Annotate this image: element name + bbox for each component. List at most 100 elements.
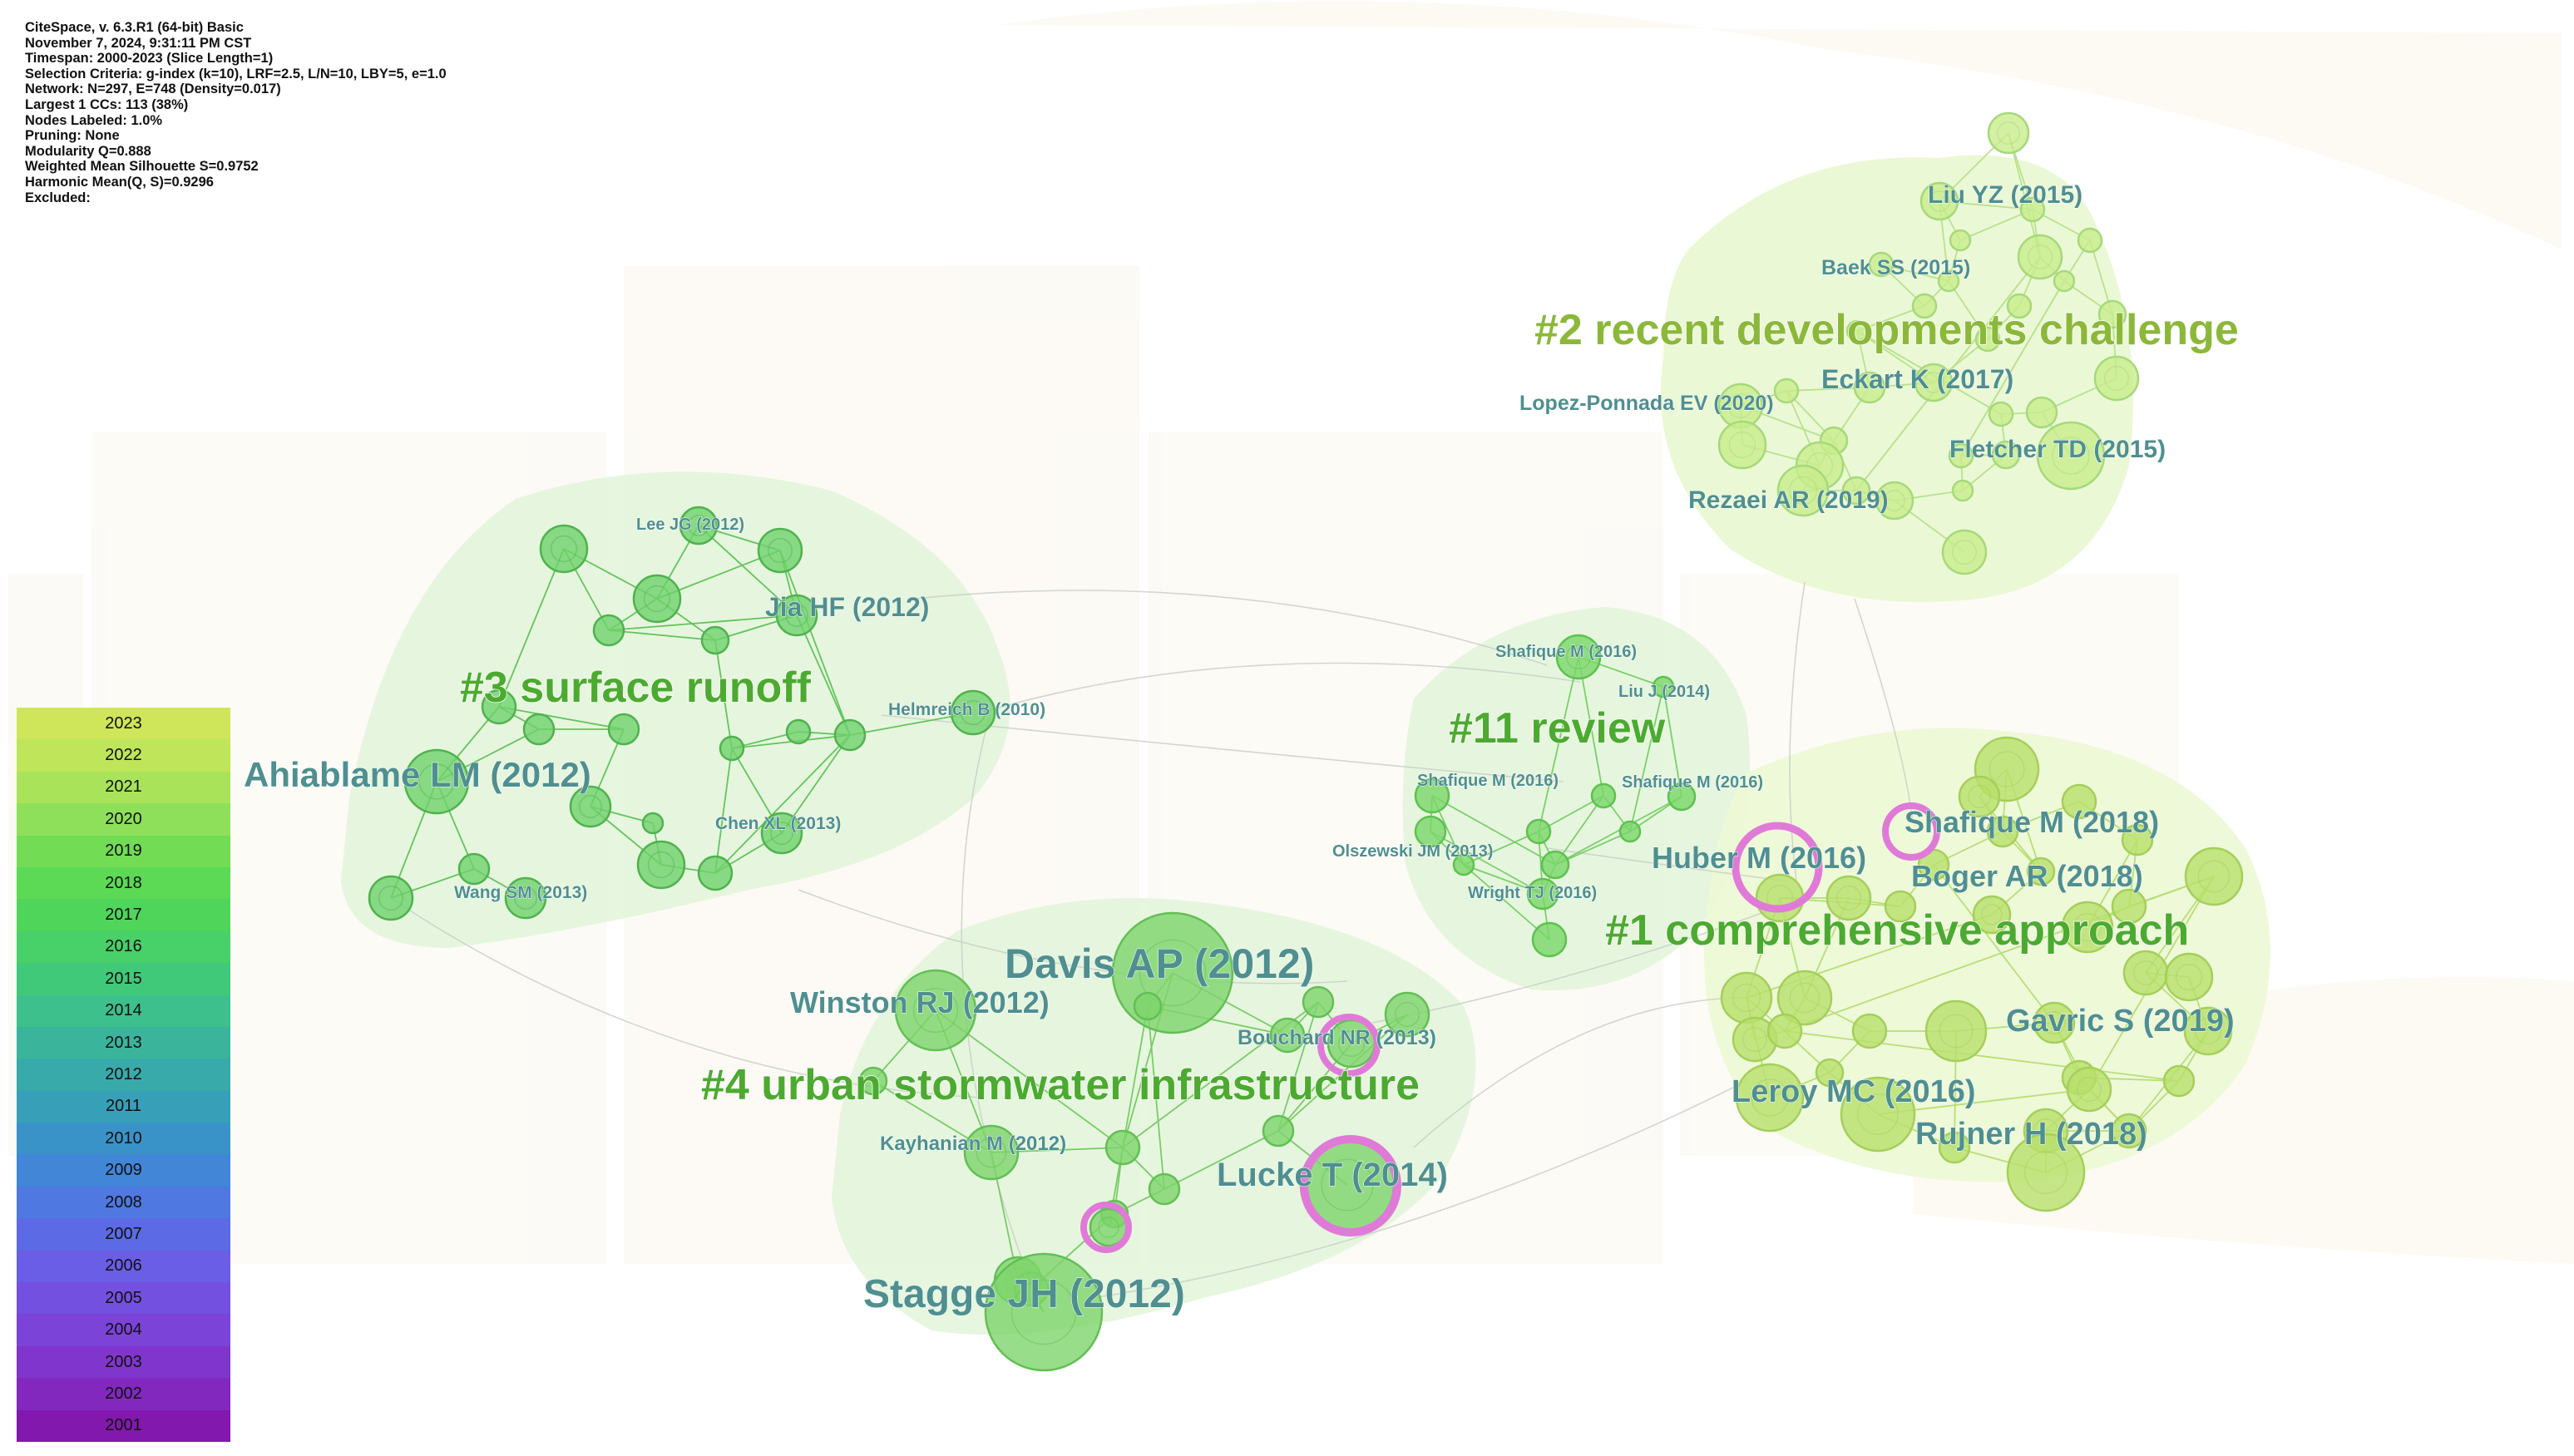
- citation-link: [608, 614, 798, 631]
- citation-node-ring: [1989, 751, 2025, 787]
- citation-node: [1841, 476, 1871, 506]
- citation-node: [1937, 269, 1960, 293]
- citation-node: [592, 614, 625, 647]
- citation-node: [2006, 293, 2033, 319]
- citation-node-ring: [912, 987, 959, 1034]
- burst-ring-huber: [1732, 822, 1823, 913]
- citation-node: [1884, 890, 1917, 923]
- citation-node: [1924, 999, 1988, 1063]
- citation-node: [1526, 877, 1559, 911]
- citation-node-ring: [1010, 1279, 1077, 1345]
- citation-node-ring: [1951, 539, 1978, 565]
- burst-ring-lucke: [1300, 1135, 1401, 1236]
- citation-node: [1269, 1017, 1306, 1054]
- citation-node-ring: [1732, 983, 1761, 1013]
- citation-node: [775, 594, 818, 637]
- citation-node: [1148, 1172, 1181, 1206]
- label-shafique-2016b: Shafique M (2016): [1417, 772, 1559, 790]
- label-shafique-2016c: Shafique M (2016): [1622, 773, 1763, 792]
- citation-node: [2111, 888, 2147, 925]
- citation-node-ring: [579, 795, 602, 818]
- node-labels: Liu YZ (2015) Baek SS (2015) Eckart K (2…: [244, 181, 2236, 1317]
- burst-ring-small: [1080, 1202, 1132, 1253]
- citation-node: [1720, 971, 1773, 1024]
- label-baek-ss: Baek SS (2015): [1821, 256, 1970, 279]
- citation-node-ring: [1788, 476, 1818, 506]
- citation-link: [1463, 864, 1550, 940]
- citation-link: [1959, 209, 2033, 241]
- citation-node: [1414, 777, 1450, 814]
- citation-node: [2162, 1064, 2196, 1098]
- citation-node-ring: [785, 604, 808, 627]
- citation-node-ring: [2076, 1076, 2102, 1103]
- info-line: Excluded:: [25, 190, 91, 205]
- citation-link: [1960, 280, 2065, 457]
- legend-year-2016: 2016: [17, 930, 230, 964]
- citation-node-ring: [1337, 1029, 1366, 1058]
- citation-node: [785, 718, 812, 745]
- info-line: Timespan: 2000-2023 (Slice Length=1): [25, 51, 274, 67]
- citation-node: [2183, 1006, 2233, 1056]
- citation-node-ring: [418, 763, 455, 800]
- citation-node-ring: [514, 886, 537, 910]
- citation-node: [1815, 1058, 1845, 1088]
- citation-node-ring: [2194, 1017, 2222, 1045]
- citation-node: [1938, 1131, 1971, 1164]
- citation-link: [1784, 1030, 2180, 1082]
- citation-node: [679, 506, 719, 545]
- label-lopez: Lopez-Ponnada EV (2020): [1519, 392, 1774, 415]
- citation-link: [1578, 656, 1604, 797]
- citation-node: [2019, 196, 2046, 223]
- hull-cluster-3: [341, 471, 1010, 948]
- citation-node: [1590, 782, 1617, 809]
- citation-node: [697, 855, 734, 891]
- citation-node: [1618, 820, 1642, 843]
- legend-year-2005: 2005: [17, 1282, 230, 1315]
- citation-node: [1531, 921, 1568, 958]
- citation-node: [1555, 634, 1602, 680]
- citation-node: [2053, 269, 2076, 293]
- citation-node: [1974, 326, 2001, 353]
- citation-node: [894, 969, 977, 1052]
- citation-node-ring: [1728, 431, 1756, 459]
- citation-link: [498, 548, 565, 708]
- label-lucke-t: Lucke T (2014): [1217, 1157, 1448, 1193]
- info-line: CiteSpace, v. 6.3.R1 (64-bit) Basic: [25, 20, 244, 35]
- citation-node-ring: [1835, 885, 1862, 911]
- citation-node-ring: [976, 1137, 1007, 1168]
- citation-node: [2122, 950, 2169, 996]
- citation-node: [950, 689, 996, 736]
- cluster-label-1: #1 comprehensive approach: [1605, 906, 2189, 955]
- citation-node: [632, 574, 682, 624]
- label-wang-sm: Wang SM (2013): [454, 883, 587, 902]
- legend-year-2002: 2002: [17, 1378, 230, 1410]
- citation-node: [2121, 823, 2154, 856]
- citation-node: [1262, 1114, 1295, 1148]
- label-rezaei: Rezaei AR (2019): [1688, 486, 1889, 514]
- citation-node: [757, 527, 803, 574]
- citation-node: [1951, 479, 1974, 502]
- legend-year-2003: 2003: [17, 1345, 230, 1379]
- citation-node: [1652, 675, 1675, 698]
- citation-node: [1773, 378, 1800, 404]
- citation-node: [719, 735, 745, 762]
- citation-node: [1452, 853, 1475, 876]
- cluster-label-4: #4 urban stormwater infrastructure: [701, 1061, 1420, 1109]
- citation-link: [698, 525, 798, 616]
- citation-node: [1133, 991, 1163, 1021]
- legend-year-2008: 2008: [17, 1186, 230, 1219]
- citation-node: [1919, 181, 1959, 221]
- citation-node: [1948, 442, 1974, 469]
- citation-link: [1554, 796, 1682, 866]
- citation-node-ring: [1394, 1001, 1420, 1028]
- citation-node: [984, 1252, 1104, 1372]
- citation-node: [1776, 464, 1830, 517]
- citation-node-ring: [1139, 939, 1207, 1007]
- citation-node: [1941, 529, 1988, 575]
- legend-year-2014: 2014: [17, 995, 230, 1027]
- label-leroy-mc: Leroy MC (2016): [1732, 1074, 1976, 1109]
- label-ahiablame: Ahiablame LM (2012): [244, 755, 591, 794]
- label-liu-j: Liu J (2014): [1618, 683, 1710, 701]
- citation-node: [1667, 782, 1697, 812]
